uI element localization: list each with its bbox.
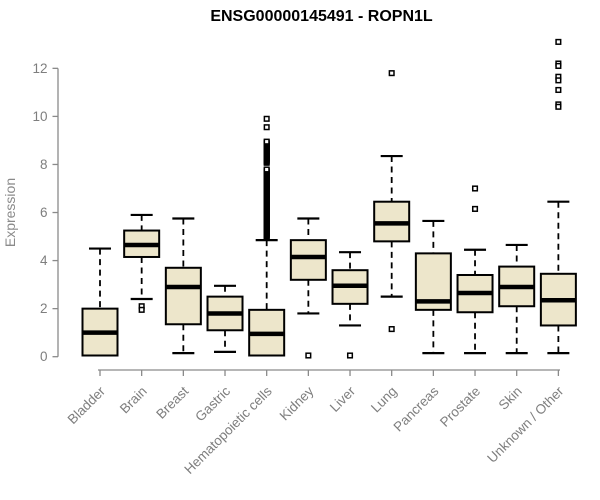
y-tick-label-8: 8 [40, 157, 48, 172]
outlier-liver-0 [346, 352, 354, 359]
outlier-hematopoietic-cells-0 [263, 115, 270, 122]
box-breast [164, 266, 202, 326]
x-tick-label-gastric: Gastric [192, 383, 233, 424]
outlier-hematopoietic-cells-96 [263, 138, 270, 145]
y-tick-label-10: 10 [32, 109, 47, 124]
outlier-unknown-other-5 [555, 86, 562, 94]
x-tick-label-skin: Skin [496, 384, 525, 413]
box-kidney [289, 239, 327, 281]
outlier-kidney-0 [305, 352, 312, 359]
x-tick-label-bladder: Bladder [65, 383, 109, 427]
y-tick-label-2: 2 [40, 301, 48, 316]
chart-title: ENSG00000145491 - ROPN1L [210, 8, 433, 25]
y-tick-label-6: 6 [40, 205, 48, 220]
x-tick-label-brain: Brain [117, 384, 150, 417]
outlier-hematopoietic-cells-1 [263, 124, 270, 131]
outlier-prostate-0 [471, 185, 479, 192]
x-tick-label-liver: Liver [327, 383, 359, 415]
y-axis-label: Expression [2, 178, 18, 247]
x-tick-label-prostate: Prostate [437, 384, 483, 430]
outlier-lung-1 [388, 326, 395, 333]
y-tick-label-12: 12 [32, 61, 47, 76]
outlier-unknown-other-7 [555, 103, 562, 110]
outlier-unknown-other-2 [555, 62, 562, 69]
outlier-prostate-1 [471, 205, 479, 212]
outlier-lung-0 [388, 70, 395, 77]
outlier-unknown-other-0 [555, 38, 562, 45]
x-tick-label-pancreas: Pancreas [391, 383, 442, 434]
x-tick-label-breast: Breast [153, 383, 191, 421]
outlier-brain-1 [138, 306, 145, 313]
outlier-unknown-other-4 [555, 77, 562, 84]
y-tick-label-0: 0 [40, 349, 48, 364]
y-tick-label-4: 4 [40, 253, 48, 268]
x-tick-label-kidney: Kidney [277, 383, 317, 423]
x-tick-label-unknown-other: Unknown / Other [484, 383, 567, 466]
x-tick-label-lung: Lung [368, 384, 400, 416]
outlier-hematopoietic-cells-73 [263, 166, 270, 173]
